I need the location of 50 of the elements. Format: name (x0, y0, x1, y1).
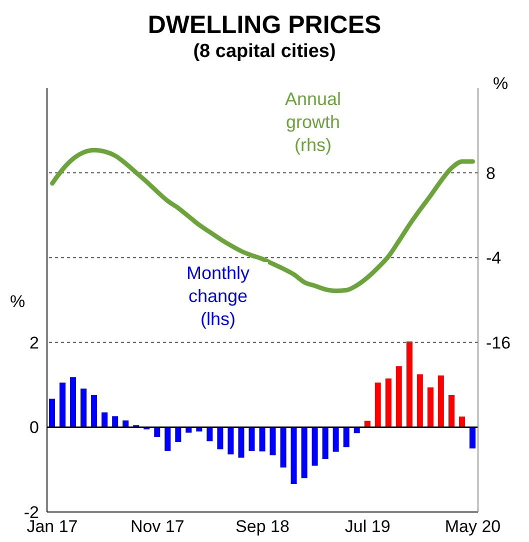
bar (238, 427, 244, 458)
x-tick-label: Nov 17 (130, 517, 184, 536)
bar (248, 427, 255, 451)
bar (458, 416, 465, 428)
bar (102, 412, 108, 428)
bar (80, 388, 87, 428)
bar (217, 427, 224, 450)
y2-tick-label: -16 (486, 333, 511, 352)
y2-tick-label: -4 (486, 248, 502, 268)
bar (270, 427, 276, 456)
bar (332, 427, 339, 452)
bar (385, 378, 392, 428)
bar (469, 427, 476, 448)
chart-title: DWELLING PRICES (146, 10, 382, 40)
bar (438, 375, 444, 428)
bar (164, 427, 171, 451)
bar (259, 427, 266, 452)
x-tick-label: Jan 17 (26, 517, 78, 536)
bar (60, 382, 66, 428)
bar (70, 377, 76, 428)
bar (91, 394, 98, 428)
bar (280, 427, 286, 468)
bar (427, 387, 434, 428)
bar (343, 427, 350, 448)
y2-axis-title: % (493, 74, 508, 94)
bar (206, 427, 213, 442)
bar (396, 366, 402, 428)
bar (322, 427, 328, 459)
y2-tick-label: 8 (486, 164, 496, 183)
bar (290, 427, 297, 484)
bar (49, 398, 55, 428)
x-tick-label: May 20 (444, 517, 501, 536)
bar (416, 374, 423, 428)
text: Annual growth (rhs) (263, 88, 363, 157)
chart-subtitle: (8 capital cities) (192, 40, 337, 64)
x-tick-label: Sep 18 (236, 517, 290, 536)
bar (154, 427, 160, 437)
bar (406, 342, 412, 428)
x-tick-label: Jul 19 (344, 517, 390, 536)
y-tick-label: 2 (30, 333, 39, 352)
bar (301, 427, 308, 478)
text: Monthly change (lhs) (168, 262, 268, 331)
bar (312, 427, 318, 466)
bar (374, 382, 381, 428)
y-axis-title: % (10, 292, 26, 312)
bar (112, 416, 118, 428)
y-tick-label: 0 (30, 418, 39, 438)
bar (228, 427, 234, 454)
bar (448, 394, 454, 428)
bar (175, 427, 182, 442)
